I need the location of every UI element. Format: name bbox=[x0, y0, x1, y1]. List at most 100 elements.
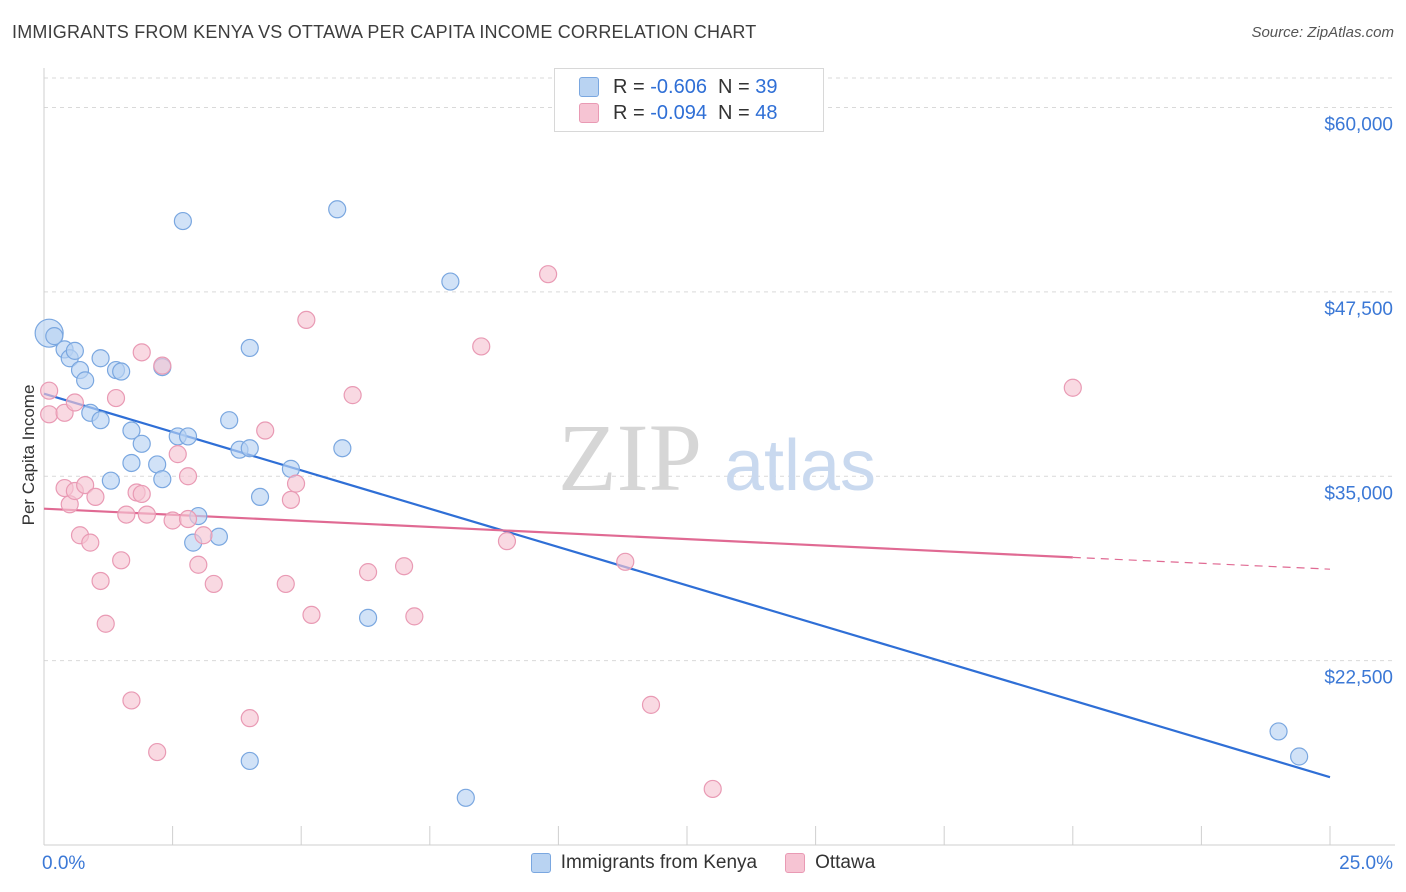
kenya-point bbox=[112, 362, 131, 381]
kenya-point bbox=[45, 327, 64, 346]
ottawa-point bbox=[240, 709, 259, 728]
kenya-point bbox=[91, 411, 110, 430]
kenya-point bbox=[333, 439, 352, 458]
ottawa-point bbox=[163, 511, 182, 530]
series-legend: Immigrants from Kenya Ottawa bbox=[0, 852, 1406, 874]
ottawa-point bbox=[40, 405, 59, 424]
ottawa-point bbox=[137, 505, 156, 524]
kenya-point bbox=[122, 421, 141, 440]
ottawa-point bbox=[132, 484, 151, 504]
ottawa-point bbox=[286, 474, 306, 493]
ottawa-point bbox=[405, 607, 424, 626]
kenya-point bbox=[101, 471, 120, 490]
y-tick-label: $60,000 bbox=[1324, 115, 1393, 136]
kenya-point bbox=[132, 434, 151, 453]
correlation-legend: R = -0.606 N = 39 R = -0.094 N = 48 bbox=[554, 68, 824, 132]
ottawa-point bbox=[65, 393, 84, 412]
ottawa-point bbox=[358, 563, 378, 582]
kenya-point bbox=[240, 439, 259, 458]
ottawa-point bbox=[472, 337, 491, 356]
ottawa-point bbox=[178, 467, 198, 486]
legend-r-value: -0.094 bbox=[650, 101, 707, 124]
legend-n-label: N = bbox=[718, 75, 756, 98]
ottawa-point bbox=[81, 533, 100, 552]
ottawa-point bbox=[256, 421, 275, 440]
kenya-point bbox=[153, 470, 172, 489]
legend-r-value: -0.606 bbox=[650, 75, 707, 98]
kenya-point bbox=[240, 338, 259, 358]
ottawa-point bbox=[112, 551, 131, 570]
kenya-point bbox=[220, 411, 239, 430]
ottawa-point bbox=[178, 509, 198, 529]
watermark-atlas: atlas bbox=[724, 426, 876, 506]
kenya-point bbox=[250, 487, 270, 506]
legend-n-value: 39 bbox=[755, 75, 778, 98]
axes bbox=[43, 68, 1395, 846]
kenya-point bbox=[1269, 722, 1288, 741]
watermark-zip: ZIP bbox=[558, 404, 702, 511]
trend-lines bbox=[43, 392, 1331, 779]
legend-r-label: R = bbox=[613, 75, 651, 98]
y-axis-label: Per Capita Income bbox=[19, 385, 38, 526]
data-points bbox=[34, 200, 1309, 807]
legend-row-ottawa: R = -0.094 N = 48 bbox=[579, 100, 778, 126]
kenya-point bbox=[358, 608, 378, 627]
x-tick-label-start: 0.0% bbox=[42, 853, 85, 874]
y-tick-label: $22,500 bbox=[1324, 668, 1393, 689]
ottawa-point bbox=[148, 742, 167, 762]
kenya-point bbox=[65, 341, 84, 360]
ottawa-point bbox=[122, 691, 141, 710]
kenya-point bbox=[240, 751, 259, 771]
ottawa-point bbox=[1063, 378, 1082, 397]
kenya-point bbox=[76, 371, 95, 390]
kenya-point bbox=[122, 453, 141, 473]
ottawa-point bbox=[204, 574, 223, 594]
ottawa-point bbox=[194, 526, 213, 545]
ottawa-point bbox=[96, 614, 115, 633]
ottawa-point bbox=[394, 557, 414, 576]
watermark: ZIP atlas bbox=[558, 404, 876, 511]
ottawa-point bbox=[189, 555, 208, 574]
kenya-point bbox=[441, 272, 460, 291]
ottawa-point bbox=[281, 490, 301, 509]
ottawa-point bbox=[297, 310, 316, 329]
legend-swatch-pink bbox=[579, 103, 599, 123]
ottawa-point bbox=[91, 571, 110, 591]
legend-row-kenya: R = -0.606 N = 39 bbox=[579, 74, 778, 100]
ottawa-point bbox=[616, 552, 635, 571]
ottawa-point bbox=[117, 505, 136, 524]
ottawa-point bbox=[106, 388, 126, 408]
grid-lines bbox=[44, 77, 1395, 662]
trend-line-ottawa bbox=[43, 507, 1073, 559]
y-tick-label: $47,500 bbox=[1324, 299, 1393, 320]
ottawa-point bbox=[168, 445, 187, 464]
legend-swatch-blue bbox=[530, 853, 551, 873]
legend-label-ottawa: Ottawa bbox=[815, 852, 876, 873]
ottawa-point bbox=[343, 386, 362, 405]
legend-swatch-pink bbox=[785, 853, 806, 873]
ottawa-point bbox=[276, 574, 295, 594]
legend-n-value: 48 bbox=[755, 101, 778, 124]
legend-item-kenya[interactable]: Immigrants from Kenya bbox=[530, 852, 758, 874]
legend-label-kenya: Immigrants from Kenya bbox=[560, 852, 758, 873]
y-tick-label: $35,000 bbox=[1324, 483, 1393, 504]
source-label: Source: ZipAtlas.com bbox=[1251, 24, 1394, 41]
kenya-point bbox=[91, 349, 110, 368]
ottawa-point bbox=[76, 476, 95, 495]
kenya-point bbox=[209, 527, 228, 546]
ottawa-point bbox=[86, 487, 105, 506]
ottawa-point bbox=[132, 343, 151, 362]
legend-r-label: R = bbox=[613, 101, 651, 124]
chart-title: IMMIGRANTS FROM KENYA VS OTTAWA PER CAPI… bbox=[12, 22, 757, 42]
legend-swatch-blue bbox=[579, 77, 599, 97]
kenya-point bbox=[178, 427, 198, 446]
legend-n-label: N = bbox=[718, 101, 756, 124]
trend-line-kenya bbox=[43, 392, 1331, 779]
tick-labels: $22,500 $35,000 $47,500 $60,000 0.0% 25.0% bbox=[42, 115, 1393, 875]
ottawa-point bbox=[641, 695, 661, 714]
ottawa-point bbox=[497, 532, 517, 551]
ottawa-point bbox=[153, 356, 172, 375]
legend-item-ottawa[interactable]: Ottawa bbox=[785, 852, 875, 874]
kenya-point bbox=[1290, 747, 1309, 766]
